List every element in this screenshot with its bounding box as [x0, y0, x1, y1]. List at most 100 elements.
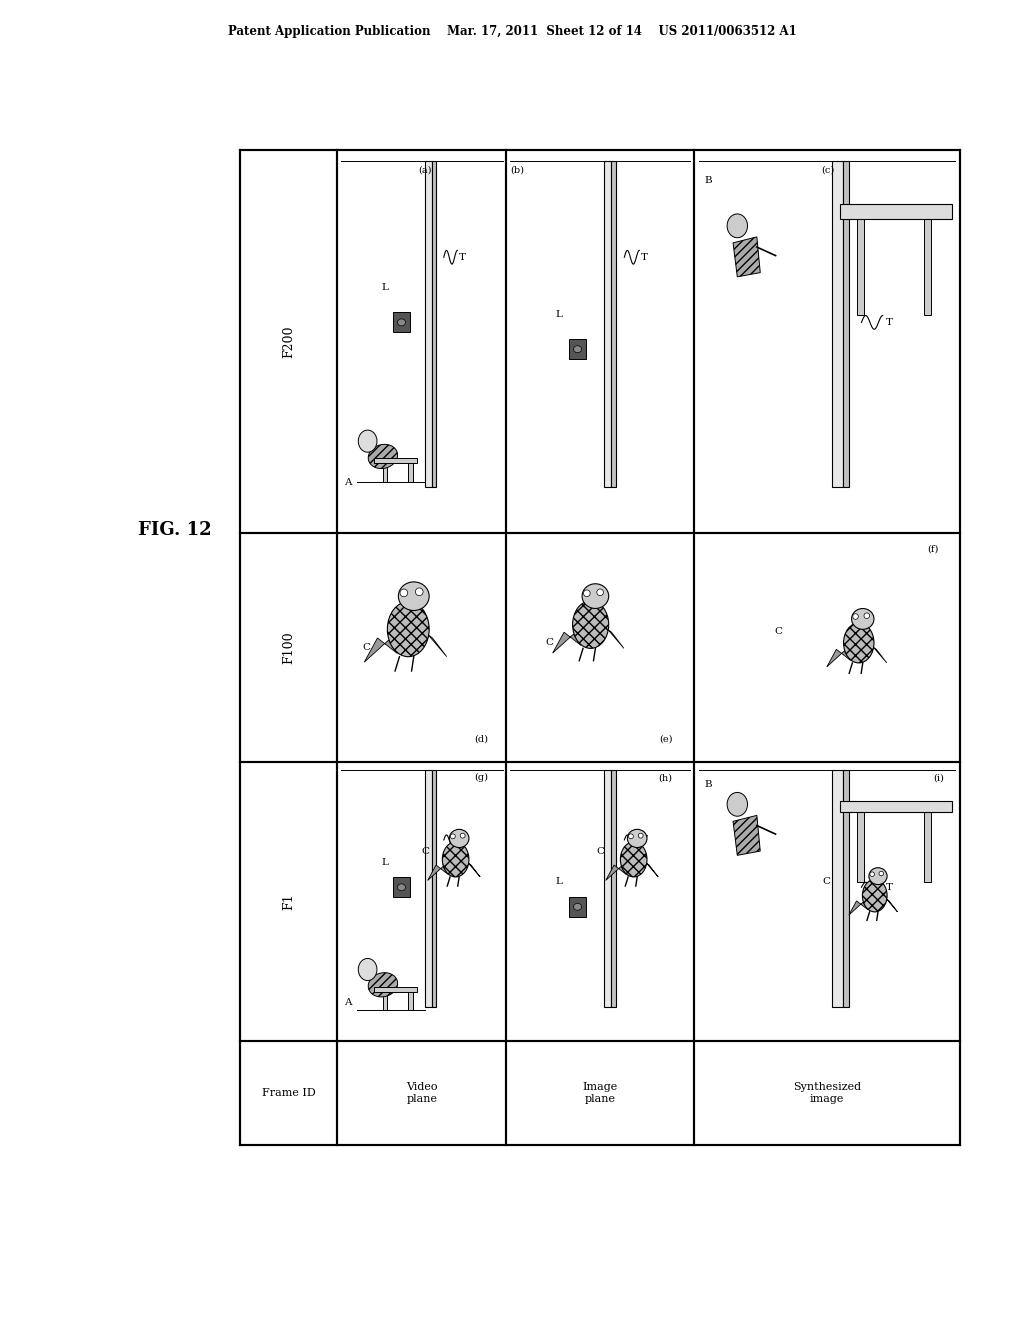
Text: T: T	[459, 836, 466, 845]
Polygon shape	[468, 863, 480, 876]
Text: A: A	[344, 998, 351, 1007]
Bar	[383, 991, 387, 1010]
Text: F200: F200	[282, 325, 295, 358]
Text: (e): (e)	[658, 735, 673, 743]
Bar	[409, 463, 413, 482]
Bar	[924, 812, 931, 882]
Ellipse shape	[852, 609, 873, 630]
Ellipse shape	[460, 833, 465, 838]
Text: C: C	[823, 878, 830, 886]
Ellipse shape	[584, 590, 590, 597]
Bar	[857, 219, 863, 314]
Text: T: T	[641, 836, 648, 845]
Bar	[393, 878, 410, 898]
Ellipse shape	[844, 623, 873, 663]
Bar	[425, 161, 432, 487]
Ellipse shape	[629, 834, 634, 838]
Polygon shape	[887, 899, 897, 912]
Ellipse shape	[727, 792, 748, 816]
Polygon shape	[428, 865, 449, 880]
Ellipse shape	[416, 587, 423, 595]
Ellipse shape	[869, 867, 887, 884]
Bar	[857, 812, 863, 882]
Bar	[833, 161, 843, 487]
Ellipse shape	[638, 833, 643, 838]
Bar	[375, 986, 417, 991]
Text: L: L	[555, 878, 562, 886]
Bar	[383, 463, 387, 482]
Text: (a): (a)	[419, 165, 432, 174]
Bar	[833, 771, 843, 1007]
Bar	[432, 771, 436, 1007]
Text: C: C	[421, 846, 429, 855]
Ellipse shape	[369, 973, 397, 997]
Text: (d): (d)	[474, 735, 488, 743]
Bar	[425, 771, 432, 1007]
Ellipse shape	[400, 589, 408, 597]
Bar	[604, 161, 611, 487]
Ellipse shape	[369, 445, 397, 469]
Polygon shape	[849, 900, 868, 915]
Ellipse shape	[879, 871, 884, 876]
Text: Video
plane: Video plane	[407, 1082, 437, 1104]
Text: T: T	[641, 252, 648, 261]
Ellipse shape	[628, 829, 647, 847]
Polygon shape	[606, 865, 627, 880]
Bar	[375, 458, 417, 463]
Ellipse shape	[597, 589, 603, 595]
Text: B: B	[705, 780, 712, 789]
Bar	[409, 991, 413, 1010]
Bar	[611, 161, 615, 487]
Text: (g): (g)	[474, 774, 488, 783]
Text: C: C	[361, 643, 370, 652]
Ellipse shape	[573, 903, 582, 911]
Text: (h): (h)	[658, 774, 673, 781]
Polygon shape	[428, 635, 446, 656]
Ellipse shape	[442, 842, 469, 876]
Text: Image
plane: Image plane	[583, 1082, 617, 1104]
Bar	[604, 771, 611, 1007]
Ellipse shape	[572, 601, 608, 648]
Text: A: A	[344, 478, 351, 487]
Ellipse shape	[450, 829, 469, 847]
Text: F1: F1	[282, 892, 295, 909]
Bar	[840, 203, 952, 219]
Bar	[611, 771, 615, 1007]
Text: C: C	[546, 639, 553, 647]
Bar	[924, 219, 931, 314]
Polygon shape	[607, 630, 624, 648]
Text: L: L	[381, 858, 388, 867]
Polygon shape	[365, 638, 397, 663]
Polygon shape	[873, 647, 887, 663]
Text: FIG. 12: FIG. 12	[138, 521, 212, 539]
Text: Synthesized
image: Synthesized image	[793, 1082, 861, 1104]
Text: L: L	[555, 310, 562, 319]
Text: (b): (b)	[510, 165, 524, 174]
Bar	[569, 896, 586, 916]
Ellipse shape	[869, 873, 874, 876]
Ellipse shape	[358, 958, 377, 981]
Text: Frame ID: Frame ID	[262, 1088, 315, 1098]
Bar	[569, 339, 586, 359]
Text: T: T	[459, 252, 466, 261]
Text: (f): (f)	[928, 545, 939, 553]
Text: F100: F100	[282, 631, 295, 664]
Text: T: T	[886, 883, 892, 892]
Ellipse shape	[358, 430, 377, 453]
Ellipse shape	[864, 612, 869, 619]
Polygon shape	[646, 863, 658, 876]
Text: C: C	[775, 627, 783, 636]
Ellipse shape	[573, 346, 582, 352]
Polygon shape	[733, 816, 760, 855]
Polygon shape	[826, 649, 851, 667]
Text: T: T	[886, 318, 892, 327]
Text: (c): (c)	[821, 165, 835, 174]
Polygon shape	[553, 632, 582, 653]
Bar	[843, 161, 850, 487]
Text: L: L	[381, 284, 388, 293]
Bar	[393, 313, 410, 333]
Bar	[840, 801, 952, 812]
Ellipse shape	[727, 214, 748, 238]
Text: C: C	[596, 846, 604, 855]
Ellipse shape	[397, 319, 406, 326]
